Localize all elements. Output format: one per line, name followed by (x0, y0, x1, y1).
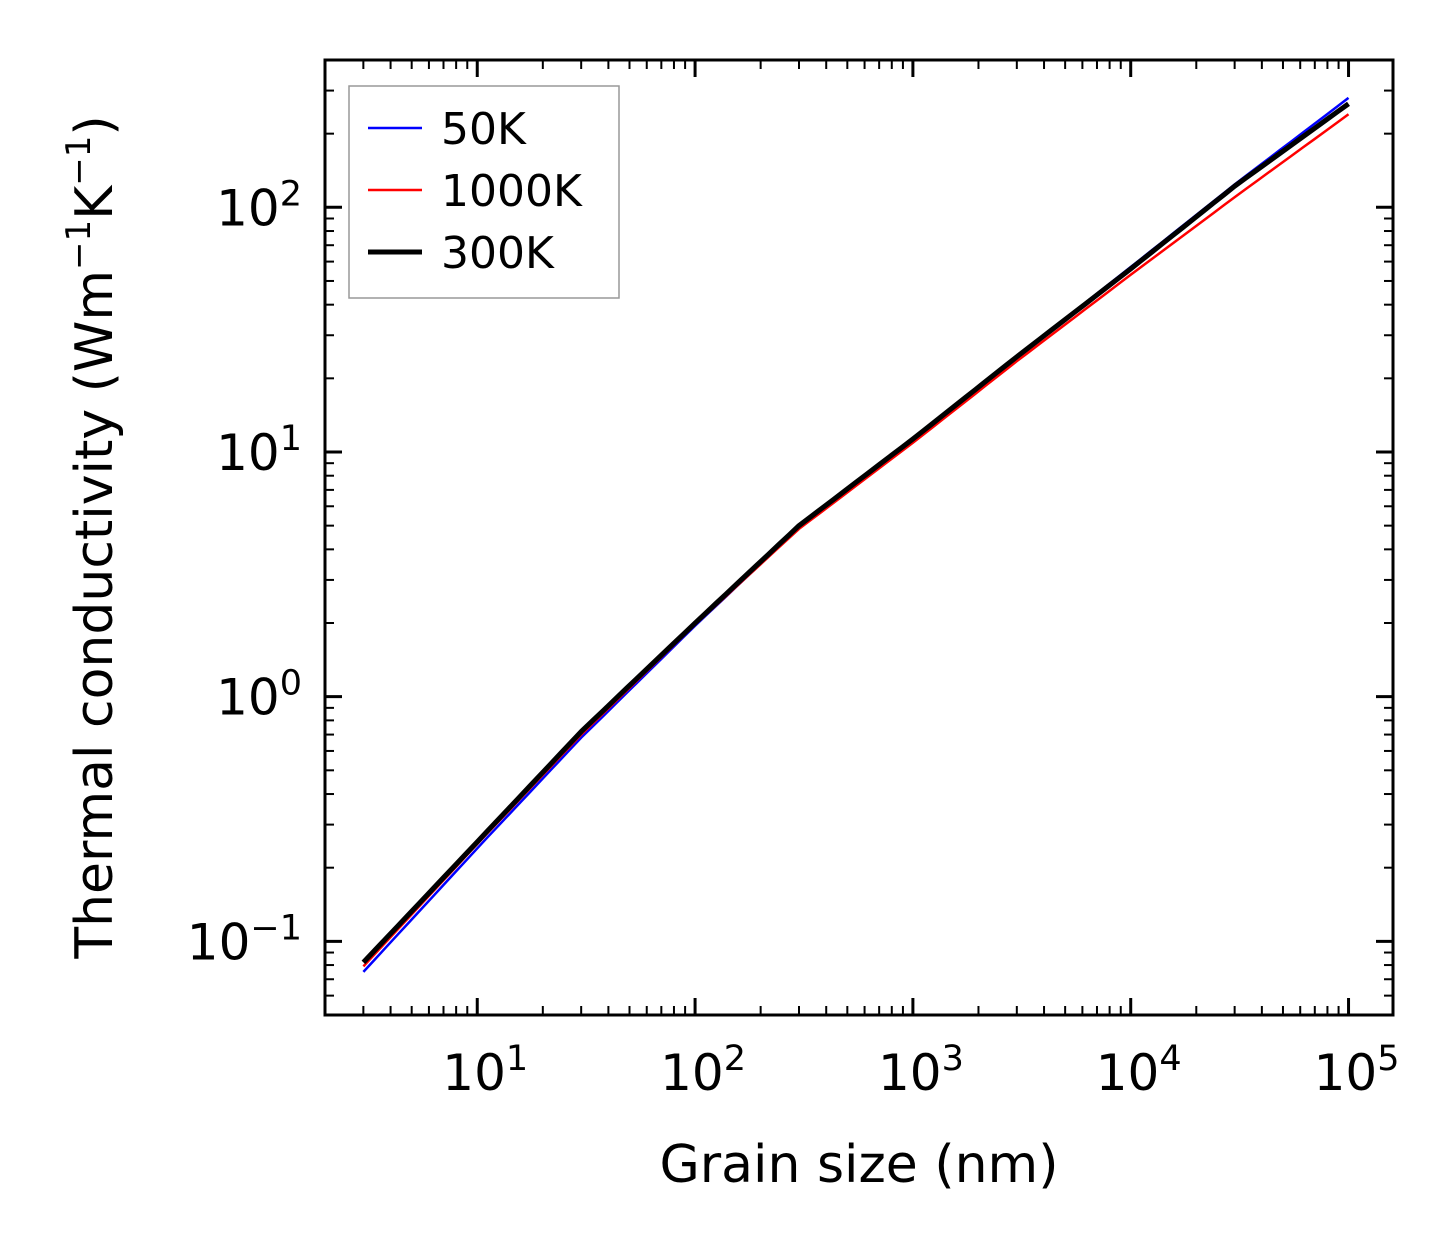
x-axis-label: Grain size (nm) (659, 1135, 1058, 1195)
y-tick-exponent: 2 (280, 174, 302, 214)
y-tick-exponent: 0 (280, 664, 302, 704)
x-tick-base: 10 (1314, 1044, 1378, 1102)
x-tick-base: 10 (1096, 1044, 1160, 1102)
major-ticks (325, 60, 1393, 1015)
legend-label-1000K: 1000K (441, 166, 583, 217)
legend-label-300K: 300K (441, 228, 555, 279)
x-tick-exponent: 2 (724, 1039, 746, 1079)
x-tick-base: 10 (878, 1044, 942, 1102)
y-unit-exp1: −1 (59, 220, 99, 270)
y-tick-exponent: −1 (250, 908, 302, 948)
series-lines (361, 96, 1350, 973)
series-line-300K (361, 101, 1350, 965)
y-unit-k: K (65, 184, 125, 220)
y-tick-label: 10−1 (187, 908, 302, 971)
x-tick-exponent: 4 (1159, 1039, 1181, 1079)
y-unit-w: Wm (65, 270, 125, 372)
x-tick-label: 105 (1314, 1039, 1400, 1102)
legend-items: 50K 1000K 300K (368, 104, 583, 279)
x-tick-base: 10 (442, 1044, 506, 1102)
y-tick-label: 100 (216, 664, 302, 727)
x-tick-exponent: 5 (1377, 1039, 1399, 1079)
x-tick-labels: 101 102 103 104 105 (442, 1039, 1399, 1102)
x-tick-base: 10 (660, 1044, 724, 1102)
y-tick-label: 102 (216, 174, 302, 237)
x-tick-label: 104 (1096, 1039, 1182, 1102)
plot-frame (323, 58, 1395, 1017)
y-tick-base: 10 (187, 913, 251, 971)
x-tick-exponent: 1 (506, 1039, 528, 1079)
y-unit-exp2: −1 (59, 136, 99, 186)
legend-box (348, 85, 620, 299)
y-unit-close: ) (65, 115, 125, 135)
x-tick-label: 103 (878, 1039, 964, 1102)
y-axis-label: Thermal conductivity (Wm−1K−1) (59, 115, 125, 959)
y-tick-label: 101 (216, 419, 302, 482)
y-tick-base: 10 (216, 179, 280, 237)
y-tick-base: 10 (216, 669, 280, 727)
y-tick-base: 10 (216, 424, 280, 482)
legend-label-50K: 50K (441, 104, 527, 155)
y-tick-exponent: 1 (280, 419, 302, 459)
legend: 50K 1000K 300K (348, 85, 620, 299)
x-tick-label: 101 (442, 1039, 528, 1102)
x-tick-exponent: 3 (942, 1039, 964, 1079)
x-tick-label: 102 (660, 1039, 746, 1102)
